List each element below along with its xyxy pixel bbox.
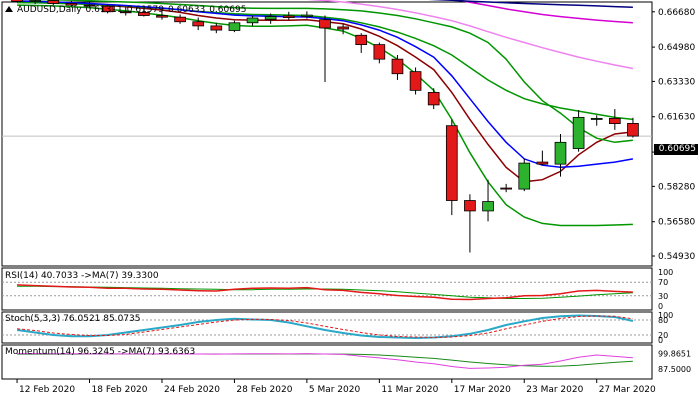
stoch-level-label: 20 [658,331,668,340]
candle-body [192,21,205,27]
ohlc-high: 0.61579 [126,5,164,15]
candle-body [518,162,531,190]
candle-body [65,3,78,6]
moving-average-line-5 [305,0,634,70]
candle-body [500,187,512,190]
stoch-level-label: 100 [658,311,673,320]
candle-body [590,118,603,120]
date-tick-label: 11 Mar 2020 [381,385,438,395]
candle-body [464,200,476,212]
date-tick-label: 28 Feb 2020 [236,385,292,395]
date-tick-label: 17 Mar 2020 [454,385,511,395]
momentum-level-label: 99.8651 [658,349,691,358]
rsi-pane-frame [1,267,653,311]
main-pane-frame [1,1,653,267]
candle-body [554,141,567,165]
candle-body [282,15,295,18]
rsi-level-label: 70 [658,278,668,287]
candle-body [47,0,60,4]
rsi-level-label: 100 [658,268,673,277]
candle-body [138,11,150,16]
stoch-level-label: 80 [658,316,668,325]
candle-body [101,5,114,13]
momentum-level-label: 87.5000 [658,365,691,374]
ohlc-low: 0.60633 [167,5,206,15]
candle-body [445,125,458,201]
collapse-triangle-icon[interactable] [5,6,13,12]
date-tick-label: 27 Mar 2020 [599,385,656,395]
candle-body [29,0,42,2]
moving-average-line-7 [428,0,633,8]
price-tick-label: 0.54930 [658,252,695,262]
stoch-title: Stoch(5,3,3) 76.0521 85.0735 [5,314,141,324]
candle-body [409,71,422,91]
candle-body [119,11,132,14]
date-tick-label: 23 Mar 2020 [526,385,583,395]
date-tick-label: 12 Feb 2020 [19,385,75,395]
stoch-pane-frame [1,311,653,344]
price-tick-label: 0.66680 [658,8,695,18]
candle-body [355,34,368,46]
date-tick-label: 5 Mar 2020 [309,385,361,395]
rsi-line [17,284,633,301]
candle-body [246,17,259,24]
symbol-label: AUDUSD,Daily [17,5,82,15]
candle-body [572,116,585,149]
candle-body [482,201,494,212]
rsi-level-label: 30 [658,292,668,301]
moving-average-line-4 [17,0,633,144]
candle-body [319,19,331,29]
candle-body [301,14,313,17]
candle-body [264,16,277,20]
stoch-level-label: 0 [658,336,663,345]
stoch-d-line [17,315,633,339]
price-tick-label: 0.56580 [658,218,695,228]
candle-body [156,15,168,18]
momentum-title: Momentum(14) 96.3245 ->MA(7) 93.6363 [5,347,196,357]
candle-body [391,58,404,75]
candle-body [228,22,241,31]
price-tick-label: 0.61630 [658,113,695,123]
stoch-k-line [16,314,634,340]
current-price-badge: 0.60695 [654,144,698,155]
candle-body [210,25,223,31]
date-tick-label: 24 Feb 2020 [164,385,220,395]
moving-average-line-6 [453,0,633,24]
momentum-line [17,353,633,369]
candle-body [373,44,386,60]
rsi-level-label: 0 [658,302,663,311]
candle-body [627,122,639,137]
price-tick-label: 0.64980 [658,43,695,53]
candle-body [83,4,96,7]
rsi-title: RSI(14) 40.7033 ->MA(7) 39.3300 [5,271,159,281]
candle-body [536,161,549,165]
candle-body [608,118,621,125]
price-tick-label: 0.58280 [658,182,695,192]
ohlc-close: 0.60695 [209,5,247,15]
candle-body [11,0,23,2]
candle-body [427,92,440,106]
candle-body [174,16,186,23]
ohlc-open: 0.61311 [85,5,123,15]
main-title: AUDUSD,Daily 0.61311 0.61579 0.60633 0.60695 [5,5,250,15]
date-tick-label: 18 Feb 2020 [92,385,148,395]
mom-pane-frame [1,344,653,380]
price-tick-label: 0.63330 [658,77,695,87]
candle-body [337,26,349,30]
